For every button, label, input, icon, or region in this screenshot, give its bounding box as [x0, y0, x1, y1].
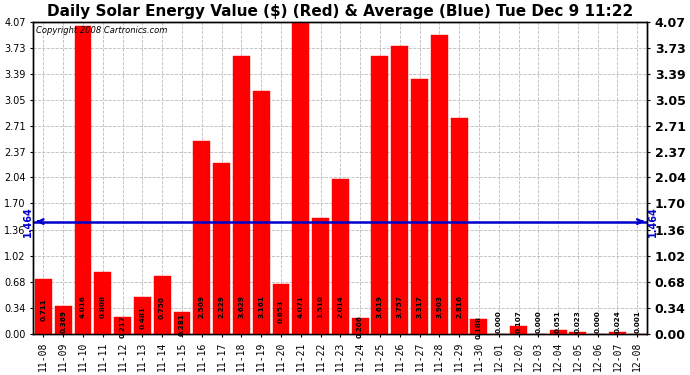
Bar [332, 179, 348, 334]
Text: 0.001: 0.001 [634, 310, 640, 333]
Text: 0.024: 0.024 [615, 310, 620, 333]
Bar [293, 22, 309, 334]
Bar [371, 56, 388, 334]
Bar [312, 218, 329, 334]
Text: 0.808: 0.808 [100, 296, 106, 318]
Bar [609, 332, 626, 334]
Bar [550, 330, 566, 334]
Text: 1.510: 1.510 [317, 296, 324, 318]
Bar [75, 26, 91, 334]
Bar [114, 317, 131, 334]
Bar [213, 163, 230, 334]
Text: 2.229: 2.229 [219, 296, 224, 318]
Bar [154, 276, 170, 334]
Text: 4.071: 4.071 [297, 296, 304, 318]
Bar [510, 326, 527, 334]
Bar [55, 306, 72, 334]
Bar [273, 284, 289, 334]
Text: 0.000: 0.000 [535, 310, 541, 333]
Bar [451, 118, 468, 334]
Bar [391, 46, 408, 334]
Text: 2.509: 2.509 [199, 296, 205, 318]
Text: 0.000: 0.000 [595, 310, 601, 333]
Bar [193, 141, 210, 334]
Bar [233, 56, 250, 334]
Text: 0.281: 0.281 [179, 313, 185, 336]
Text: 4.016: 4.016 [80, 296, 86, 318]
Text: 3.619: 3.619 [377, 296, 383, 318]
Text: 1.464: 1.464 [648, 206, 658, 237]
Bar [352, 318, 368, 334]
Text: 0.188: 0.188 [476, 316, 482, 339]
Text: 0.653: 0.653 [278, 300, 284, 323]
Text: 3.161: 3.161 [258, 296, 264, 318]
Bar [35, 279, 52, 334]
Bar [431, 34, 448, 334]
Text: 0.711: 0.711 [40, 298, 46, 321]
Bar [569, 332, 586, 334]
Text: 0.217: 0.217 [119, 315, 126, 338]
Text: 0.023: 0.023 [575, 310, 581, 333]
Text: 0.369: 0.369 [60, 310, 66, 333]
Text: 0.481: 0.481 [139, 306, 146, 328]
Text: 2.816: 2.816 [456, 296, 462, 318]
Text: 3.629: 3.629 [238, 296, 244, 318]
Title: Daily Solar Energy Value ($) (Red) & Average (Blue) Tue Dec 9 11:22: Daily Solar Energy Value ($) (Red) & Ave… [47, 4, 633, 19]
Text: 0.107: 0.107 [515, 310, 522, 333]
Text: 0.000: 0.000 [495, 310, 502, 333]
Text: 2.014: 2.014 [337, 296, 344, 318]
Bar [134, 297, 150, 334]
Text: 1.464: 1.464 [23, 206, 32, 237]
Bar [173, 312, 190, 334]
Text: 0.206: 0.206 [357, 315, 363, 338]
Bar [411, 80, 428, 334]
Text: 0.750: 0.750 [159, 297, 165, 320]
Text: 0.051: 0.051 [555, 310, 561, 333]
Text: 3.903: 3.903 [436, 296, 442, 318]
Bar [471, 320, 487, 334]
Text: 3.317: 3.317 [417, 296, 422, 318]
Bar [253, 92, 270, 334]
Text: 3.757: 3.757 [397, 296, 403, 318]
Bar [95, 272, 111, 334]
Text: Copyright 2008 Cartronics.com: Copyright 2008 Cartronics.com [37, 26, 168, 35]
